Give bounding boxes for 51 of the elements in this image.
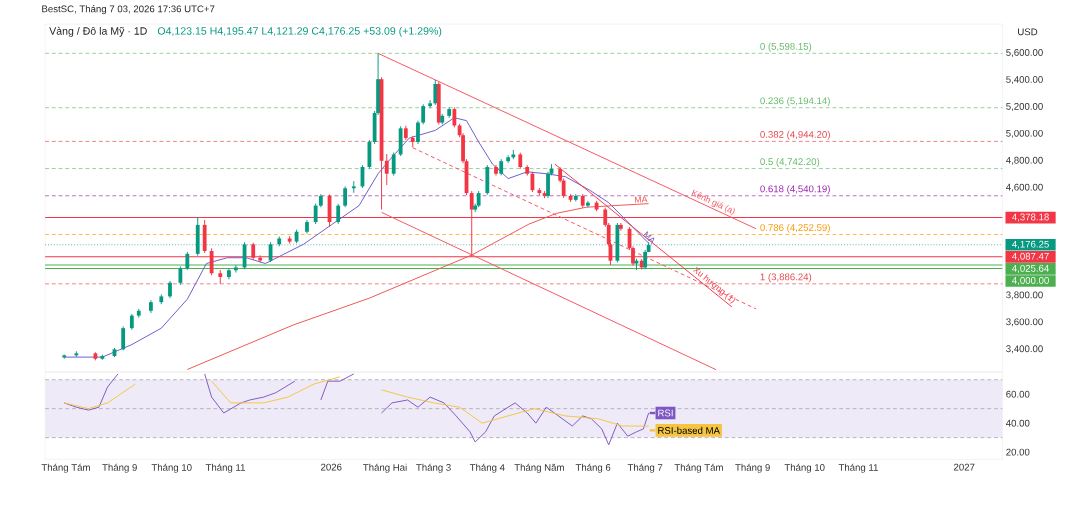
chart-title: Vàng / Đô la Mỹ · 1D	[49, 26, 147, 37]
candlestick	[100, 354, 105, 361]
x-tick-label: Tháng 6	[575, 463, 611, 473]
legend-label: RSI	[658, 409, 673, 417]
series-label: MA	[634, 196, 648, 203]
x-tick-label: Tháng 10	[784, 463, 825, 473]
ref-line-label: 4,378.18	[1012, 213, 1049, 222]
y-tick-label: 3,800.00	[1006, 291, 1043, 300]
ref-line-label: 0.236 (5,194.14)	[760, 97, 830, 107]
ref-line-label: 0.618 (4,540.19)	[760, 185, 830, 195]
text: BestSC, Tháng 7 03, 2026 17:36 UTC+7	[42, 5, 215, 15]
x-tick-label: Tháng 3	[416, 463, 451, 473]
y-tick-label: 3,400.00	[1006, 345, 1043, 354]
x-tick-label: Tháng 4	[469, 463, 505, 473]
y-tick-label: 60.00	[1006, 390, 1030, 398]
y-tick-label: 4,800.00	[1006, 156, 1043, 165]
y-axis-title: USD	[1018, 28, 1038, 36]
x-tick-label: Tháng 9	[735, 463, 770, 473]
ref-line-label: 0.5 (4,742.20)	[760, 157, 820, 167]
y-tick-label: 5,200.00	[1006, 102, 1043, 111]
x-tick-label: Tháng 11	[838, 463, 878, 473]
text: MA	[643, 231, 655, 245]
legend-label: RSI-based MA	[658, 426, 720, 434]
x-tick-label: Tháng Hai	[363, 463, 407, 473]
y-tick-label: 4,600.00	[1006, 183, 1043, 192]
x-tick-label: Tháng 7	[627, 463, 663, 473]
y-tick-label: 5,000.00	[1006, 129, 1043, 138]
y-tick-label: 3,600.00	[1006, 318, 1043, 327]
text: Kênh giá (a)	[691, 189, 735, 216]
x-tick-label: Tháng 9	[102, 463, 137, 473]
y-tick-label: 5,400.00	[1006, 76, 1043, 84]
x-tick-label: 2026	[321, 463, 342, 471]
x-tick-label: Tháng 11	[205, 463, 245, 473]
y-tick-label: 5,600.00	[1006, 49, 1043, 58]
candlestick	[287, 235, 292, 245]
ref-line-label: 0.382 (4,944.20)	[760, 130, 830, 140]
x-tick-label: Tháng Năm	[514, 463, 564, 473]
x-tick-label: Tháng Tám	[41, 463, 90, 473]
chart-subtitle: O4,123.15 H4,195.47 L4,121.29 C4,176.25 +53.09 (+1.29%)	[157, 26, 442, 37]
ref-line-label: 0.786 (4,252.59)	[760, 223, 830, 233]
x-tick-label: Tháng Tám	[674, 463, 723, 473]
y-tick-label: 40.00	[1006, 419, 1030, 427]
ref-line-label: 4,000.00	[1012, 276, 1049, 285]
ref-line-label: 4,087.47	[1012, 252, 1049, 261]
ref-line-label: 4,025.64	[1012, 264, 1049, 273]
x-tick-label: 2027	[954, 463, 975, 471]
ref-line-label: 4,176.25	[1012, 240, 1049, 249]
x-tick-label: Tháng 10	[151, 463, 192, 473]
y-tick-label: 20.00	[1006, 448, 1030, 456]
ref-line-label: 0 (5,598.15)	[760, 42, 812, 52]
ref-line-label: 1 (3,886.24)	[760, 273, 812, 283]
